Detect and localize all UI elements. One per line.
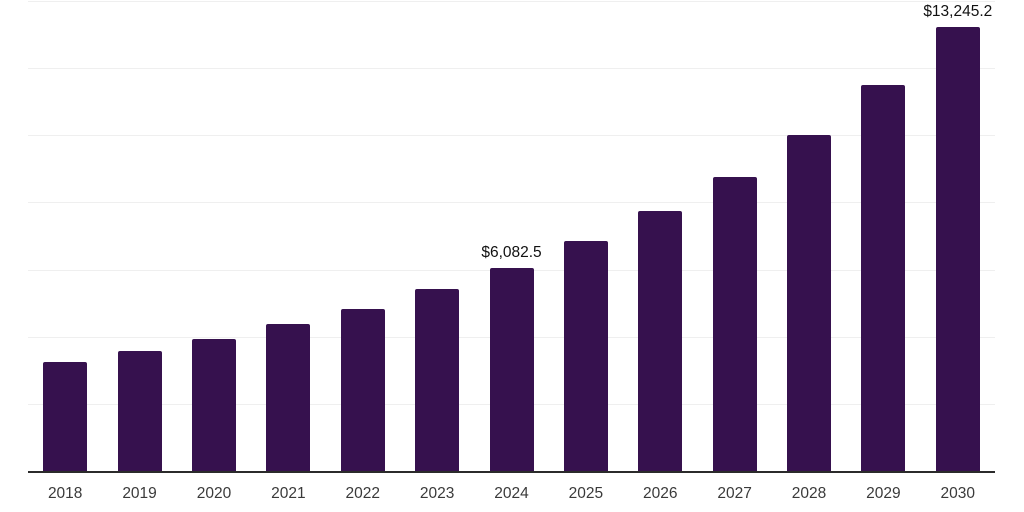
x-tick-label-2020: 2020	[196, 485, 232, 502]
gridline-10000	[28, 135, 995, 137]
x-tick-label-2030: 2030	[940, 485, 976, 502]
bar-2021	[266, 324, 311, 472]
x-tick-label-2028: 2028	[791, 485, 827, 502]
bar-2020	[191, 339, 236, 472]
x-tick-label-2029: 2029	[866, 485, 901, 502]
bar-2024	[489, 267, 534, 472]
gridline-14000	[28, 1, 995, 2]
x-tick-label-2024: 2024	[494, 485, 529, 502]
x-tick-label-2027: 2027	[717, 485, 752, 502]
bar-2019	[117, 351, 162, 472]
gridline-12000	[28, 68, 995, 70]
x-tick-label-2026: 2026	[643, 485, 678, 502]
x-tick-label-2021: 2021	[271, 485, 306, 502]
data-label-2030: $13,245.2	[923, 3, 993, 21]
bar-2022	[340, 309, 385, 472]
x-axis-line	[28, 471, 995, 473]
x-tick-label-2019: 2019	[122, 485, 157, 502]
bar-2030	[935, 27, 980, 472]
bar-2023	[415, 289, 460, 472]
bar-2025	[563, 240, 608, 472]
bar-2018	[43, 361, 88, 472]
gridline-8000	[28, 202, 995, 204]
bar-2029	[861, 84, 906, 472]
data-label-2024: $6,082.5	[481, 243, 542, 261]
bar-2027	[712, 176, 757, 472]
bar-2028	[787, 134, 832, 472]
x-tick-label-2023: 2023	[419, 485, 455, 502]
x-tick-label-2025: 2025	[568, 485, 604, 502]
x-tick-label-2018: 2018	[47, 485, 83, 502]
bar-2026	[638, 210, 683, 472]
x-tick-label-2022: 2022	[345, 485, 380, 502]
